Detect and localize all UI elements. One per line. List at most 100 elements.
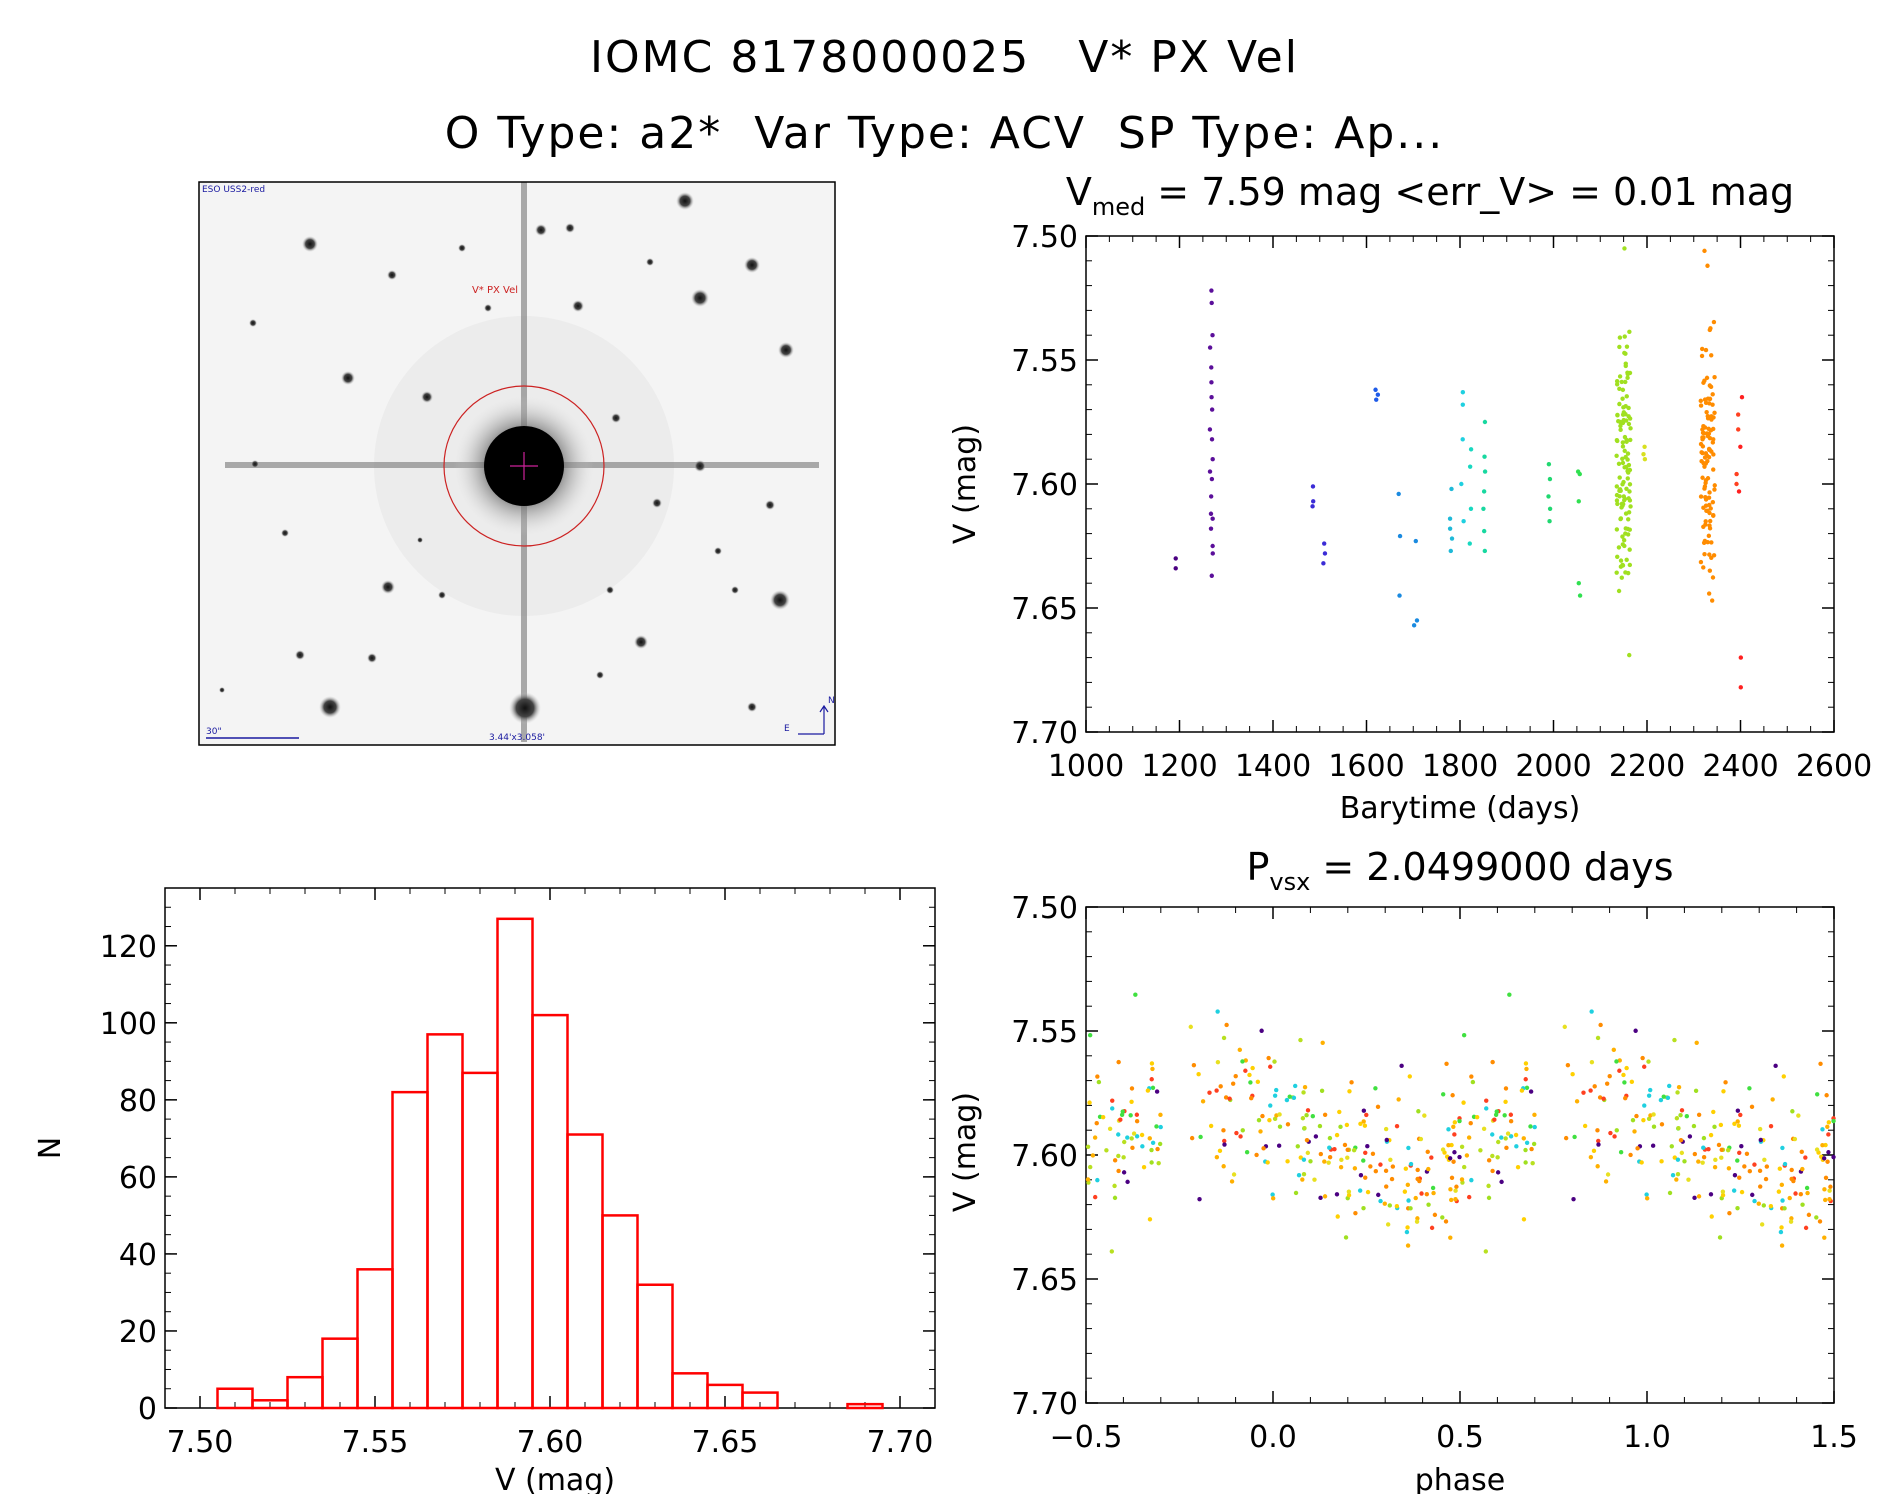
phased-point (1298, 1155, 1303, 1160)
lightcurve-point (1700, 475, 1705, 480)
phased-point (1085, 1177, 1091, 1182)
lightcurve-point (1706, 454, 1712, 460)
lightcurve-point (1701, 435, 1706, 440)
phased-point (1490, 1153, 1495, 1159)
lightcurve-y-axis-label: V (mag) (948, 424, 983, 544)
finder-star (509, 692, 541, 724)
lightcurve-point (1701, 505, 1706, 510)
phased-point (1268, 1103, 1273, 1108)
lightcurve-point (1620, 444, 1626, 449)
lightcurve-point (1711, 426, 1716, 432)
phased-point (1674, 1177, 1679, 1182)
phased-point (1327, 1145, 1332, 1150)
phased-point (1462, 1164, 1467, 1170)
histogram-y-tick-label: 80 (119, 1084, 157, 1119)
lightcurve-point (1710, 499, 1716, 505)
phased-point (1823, 1197, 1828, 1203)
lightcurve-point (1624, 394, 1629, 399)
lightcurve-point (1626, 510, 1632, 515)
histogram-x-axis-label: V (mag) (495, 1463, 615, 1494)
phased-point (1451, 1124, 1456, 1129)
lightcurve-point (1207, 345, 1213, 350)
phased-point (1492, 1117, 1497, 1122)
lightcurve-point (1642, 457, 1648, 462)
phased-point (1481, 1126, 1487, 1132)
lightcurve-point (1710, 402, 1715, 407)
lightcurve-point (1322, 551, 1328, 556)
lightcurve-point (1698, 398, 1703, 404)
phased-point (1499, 1135, 1504, 1140)
phased-point (1452, 1150, 1457, 1155)
phased-point (1384, 1184, 1389, 1189)
phased-point (1318, 1195, 1323, 1201)
phased-point (1675, 1157, 1681, 1162)
histogram-y-tick-label: 20 (119, 1315, 157, 1350)
phased-point (1747, 1168, 1753, 1174)
finder-star (417, 537, 423, 543)
phased-point (1322, 1194, 1328, 1199)
phased-point (1589, 1009, 1594, 1014)
phased-point (1405, 1182, 1411, 1188)
phased-point (1737, 1150, 1742, 1156)
phased-point (1524, 1140, 1530, 1145)
phased-point (1589, 1059, 1595, 1065)
phased-point (1112, 1183, 1117, 1189)
histogram-x-tick-label: 7.50 (167, 1425, 234, 1460)
lightcurve-point (1624, 557, 1629, 563)
phased-point (1131, 1131, 1137, 1136)
lightcurve-point (1711, 452, 1716, 457)
phased-point (1562, 1024, 1567, 1030)
phased-point (1457, 1154, 1462, 1160)
lightcurve-point (1619, 505, 1624, 510)
phased-point (1362, 1123, 1368, 1128)
lightcurve-point (1623, 351, 1628, 356)
finder-east-label: E (784, 724, 790, 734)
phased-point (1826, 1150, 1831, 1155)
lightcurve-point (1619, 575, 1625, 580)
phased-point (1272, 1093, 1278, 1098)
phased-point (1158, 1112, 1163, 1118)
lightcurve-point (1620, 456, 1625, 461)
lightcurve-point (1734, 481, 1739, 487)
finder-star (249, 319, 257, 327)
phased-point (1349, 1080, 1354, 1085)
phased-point (1693, 1088, 1699, 1093)
phased-point (1365, 1189, 1371, 1195)
lightcurve-point (1481, 528, 1487, 534)
phased-point (1672, 1155, 1677, 1160)
phased-point (1824, 1093, 1829, 1098)
lightcurve-x-tick-label: 1000 (1048, 749, 1124, 784)
phased-point (1272, 1059, 1277, 1064)
phased-point (1495, 1170, 1501, 1175)
phased-point (1508, 1119, 1514, 1124)
phased-point (1150, 1085, 1156, 1090)
phased-point (1363, 1150, 1368, 1156)
phased-point (1388, 1157, 1393, 1162)
phased-point (1110, 1098, 1115, 1103)
finder-stars (219, 182, 819, 742)
phased-point (1260, 1113, 1265, 1119)
finder-star (744, 257, 760, 273)
histogram-bar (461, 1071, 499, 1410)
lightcurve-point (1209, 395, 1214, 400)
lightcurve-point (1616, 588, 1622, 594)
phased-point (1687, 1134, 1693, 1139)
phased-point (1373, 1086, 1378, 1091)
phased-point (1825, 1159, 1830, 1164)
phased-point (1532, 1124, 1537, 1130)
phased-point (1353, 1210, 1358, 1216)
phased-point (1659, 1159, 1664, 1164)
lightcurve-point (1709, 417, 1714, 422)
lightcurve-point (1709, 353, 1714, 358)
phased-point (1310, 1114, 1316, 1119)
lightcurve-point (1699, 353, 1705, 359)
phased-point (1296, 1172, 1302, 1178)
lightcurve-point (1624, 486, 1629, 492)
lightcurve-point (1617, 386, 1622, 392)
lightcurve-point (1626, 405, 1631, 411)
lightcurve-point (1711, 437, 1716, 442)
phased-point (1640, 1055, 1645, 1061)
lightcurve-point (1706, 533, 1712, 539)
phased-point (1238, 1134, 1243, 1139)
lightcurve-point (1210, 333, 1215, 338)
